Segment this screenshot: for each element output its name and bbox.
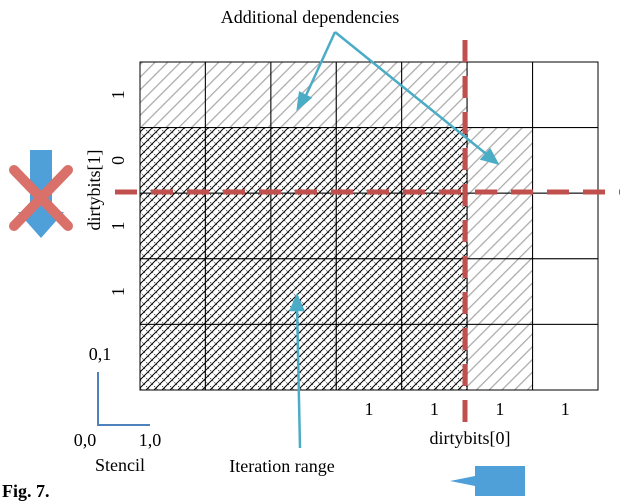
grid-cell — [139, 192, 206, 260]
grid — [139, 61, 599, 391]
stencil-label: 1,0 — [139, 430, 162, 450]
grid-cell — [466, 258, 534, 325]
grid-cell — [466, 61, 534, 129]
grid-cell — [532, 192, 599, 260]
annotation: Iteration range — [229, 456, 334, 476]
grid-cell — [335, 61, 403, 129]
grid-cell — [532, 258, 599, 325]
grid-cell — [401, 323, 468, 391]
annotation-arrows — [289, 31, 500, 449]
y-axis-title: dirtybits[1] — [84, 150, 104, 231]
y-label: 1 — [108, 287, 128, 296]
grid-cell — [139, 258, 206, 325]
grid-cell — [204, 192, 272, 260]
grid-cell — [139, 127, 206, 194]
grid-cell — [270, 258, 337, 325]
x-label: 1 — [365, 399, 374, 419]
grid-cell — [204, 127, 272, 194]
stencil-axes — [97, 372, 150, 426]
grid-cell — [532, 127, 599, 194]
grid-cell — [466, 323, 534, 391]
cross-mark — [9, 165, 73, 231]
grid-cell — [401, 192, 468, 260]
x-label: 1 — [561, 399, 570, 419]
stencil-label: 0,0 — [74, 430, 97, 450]
grid-cell — [139, 323, 206, 391]
grid-cell — [401, 258, 468, 325]
grid-cell — [204, 323, 272, 391]
grid-cell — [204, 258, 272, 325]
caption: Fig. 7. — [2, 481, 50, 501]
grid-cell — [270, 192, 337, 260]
y-label: 0 — [108, 156, 128, 165]
grid-cell — [466, 192, 534, 260]
grid-cell — [335, 258, 403, 325]
grid-cell — [270, 127, 337, 194]
grid-cell — [204, 61, 272, 129]
grid-cell — [335, 192, 403, 260]
stencil-label: 0,1 — [89, 344, 112, 364]
annotation: Additional dependencies — [221, 7, 399, 27]
x-label: 1 — [430, 399, 439, 419]
x-axis-title: dirtybits[0] — [430, 428, 511, 448]
grid-cell — [532, 323, 599, 391]
grid-cell — [270, 323, 337, 391]
y-label: 1 — [108, 90, 128, 99]
grid-cell — [466, 127, 534, 194]
stencil-title: Stencil — [95, 455, 145, 475]
left-arrow — [450, 466, 525, 496]
y-label: 1 — [108, 222, 128, 231]
grid-cell — [401, 127, 468, 194]
grid-cell — [335, 127, 403, 194]
grid-cell — [335, 323, 403, 391]
grid-cell — [139, 61, 206, 129]
grid-cell — [532, 61, 599, 129]
x-label: 1 — [495, 399, 504, 419]
